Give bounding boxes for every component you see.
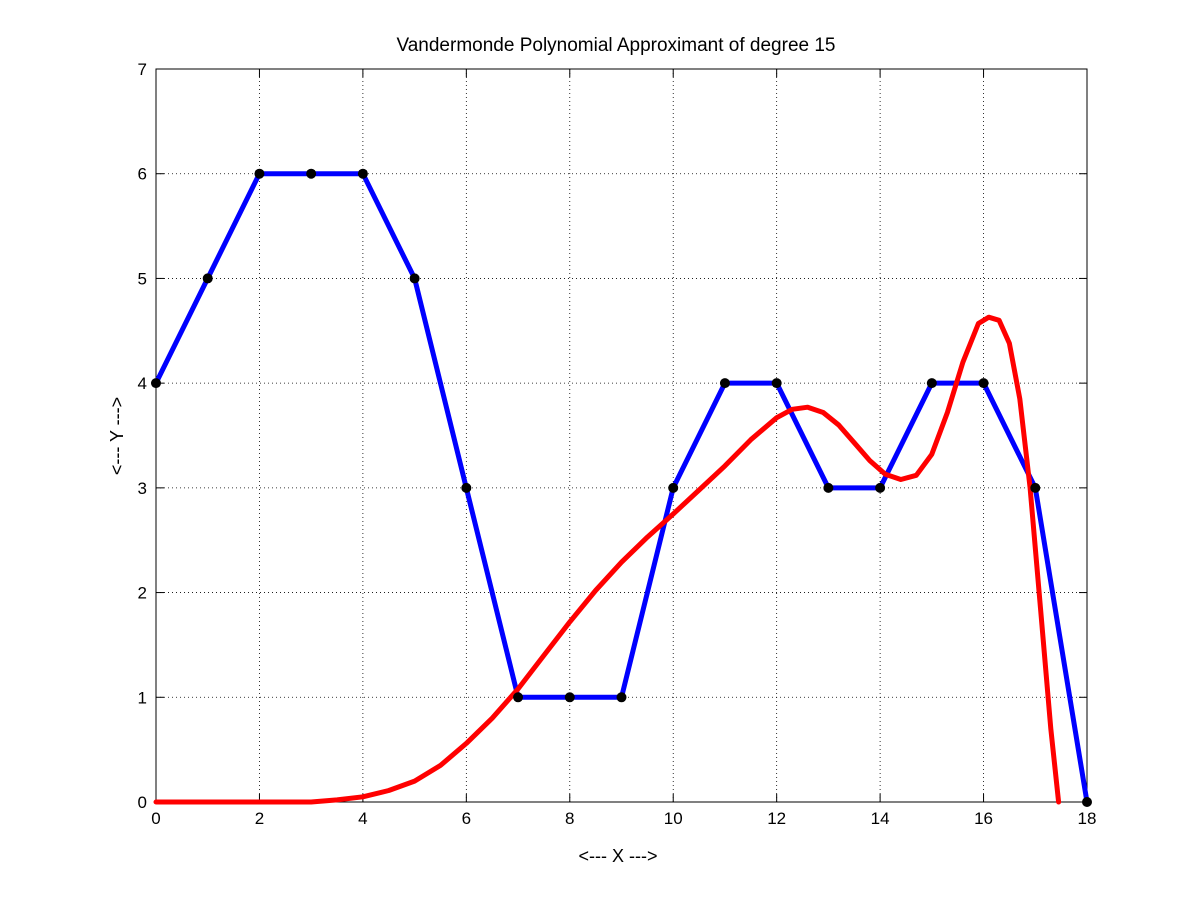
data-point-marker <box>719 378 730 389</box>
data-point-marker <box>978 378 989 389</box>
data-point-marker <box>616 692 627 703</box>
data-point-marker <box>564 692 575 703</box>
y-tick-label: 7 <box>138 60 147 79</box>
data-point-marker <box>875 482 886 493</box>
data-point-marker <box>357 168 368 179</box>
polynomial-approximant-curve <box>153 314 1062 805</box>
y-tick-label: 3 <box>138 479 147 498</box>
x-tick-label: 4 <box>358 809 367 828</box>
x-tick-label: 2 <box>255 809 264 828</box>
x-tick-label: 14 <box>871 809 890 828</box>
y-tick-label: 5 <box>138 269 147 288</box>
data-point-marker <box>409 273 420 284</box>
data-point-marker <box>151 378 161 389</box>
x-tick-label: 12 <box>767 809 786 828</box>
plot-area-frame <box>155 68 1088 803</box>
data-point-marker <box>513 692 524 703</box>
x-tick-label: 16 <box>974 809 993 828</box>
x-tick-label: 10 <box>664 809 683 828</box>
data-point-marker <box>771 378 782 389</box>
y-tick-label: 1 <box>138 688 147 707</box>
x-axis-label: <--- X ---> <box>579 846 658 866</box>
chart-title: Vandermonde Polynomial Approximant of de… <box>396 35 835 56</box>
x-tick-label: 6 <box>462 809 471 828</box>
y-tick-label: 0 <box>138 793 147 812</box>
x-tick-label: 8 <box>565 809 574 828</box>
x-tick-label: 0 <box>151 809 160 828</box>
data-point-marker <box>668 482 679 493</box>
y-tick-label: 6 <box>138 165 147 184</box>
marker-layer <box>151 168 1092 807</box>
data-point-marker <box>823 482 834 493</box>
data-point-marker <box>461 482 472 493</box>
y-tick-label: 4 <box>138 374 147 393</box>
data-point-marker <box>1082 797 1092 807</box>
x-tick-label: 18 <box>1078 809 1097 828</box>
data-point-marker <box>1030 482 1041 493</box>
y-tick-label: 2 <box>138 584 147 603</box>
y-axis-label: <--- Y ---> <box>107 397 127 475</box>
data-point-marker <box>254 168 265 179</box>
data-point-marker <box>306 168 317 179</box>
data-point-marker <box>926 378 937 389</box>
data-point-marker <box>202 273 213 284</box>
